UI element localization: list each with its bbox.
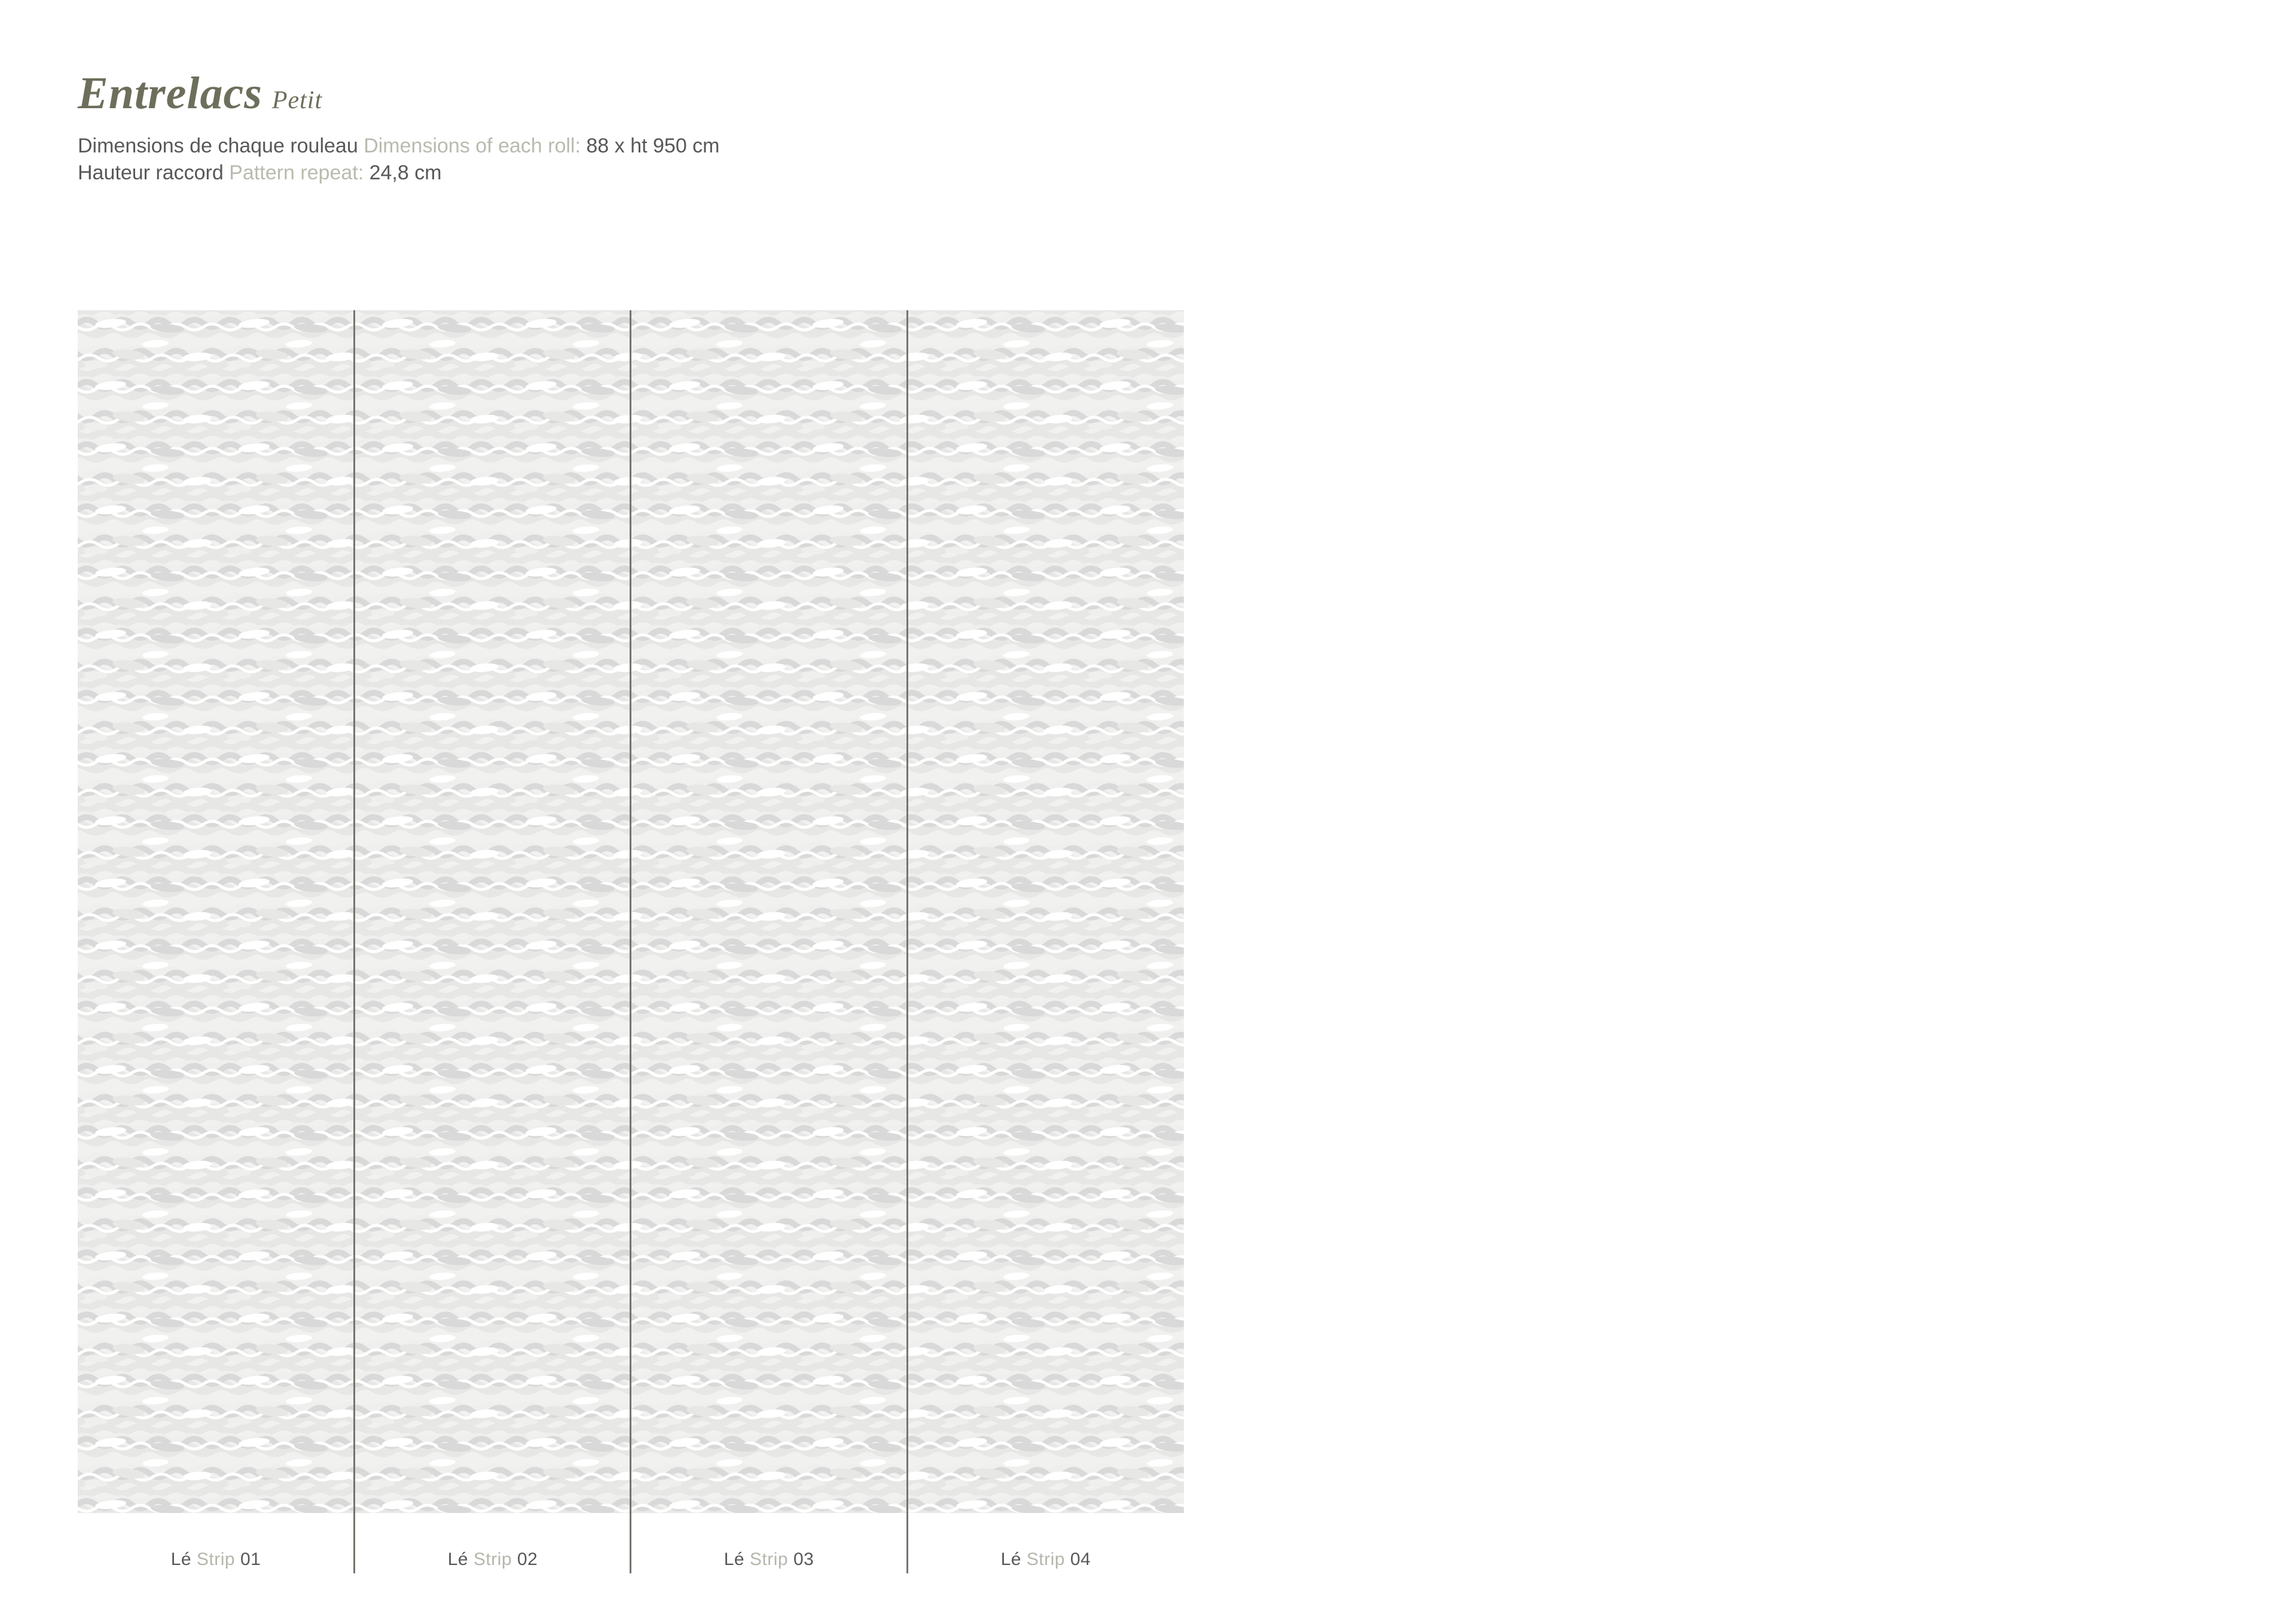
strip-label-en: Strip (1026, 1549, 1065, 1569)
strip-label-number: 03 (793, 1549, 814, 1569)
spec-label-en: Pattern repeat: (229, 161, 364, 184)
wallpaper-panel: Lé Strip 01 Lé Strip 02 Lé Strip 03 Lé S… (78, 310, 1184, 1573)
strip-label-number: 01 (240, 1549, 261, 1569)
strip-divider (630, 310, 631, 1573)
strip-label-number: 02 (517, 1549, 538, 1569)
strip-divider (906, 310, 908, 1573)
strip-divider (353, 310, 355, 1573)
spec-label-en: Dimensions of each roll: (364, 135, 581, 157)
spec-value: 88 x ht 950 cm (586, 135, 720, 157)
strip-label-03: Lé Strip 03 (673, 1549, 865, 1573)
spec-line-pattern-repeat: Hauteur raccord Pattern repeat: 24,8 cm (78, 160, 720, 187)
spec-label-fr: Dimensions de chaque rouleau (78, 135, 358, 157)
strip-label-fr: Lé (1000, 1549, 1022, 1569)
strip-label-number: 04 (1070, 1549, 1091, 1569)
spec-value: 24,8 cm (369, 161, 442, 184)
strip-label-fr: Lé (447, 1549, 469, 1569)
product-name: Entrelacs (78, 68, 262, 118)
strip-label-04: Lé Strip 04 (950, 1549, 1141, 1573)
spec-label-fr: Hauteur raccord (78, 161, 224, 184)
strip-label-fr: Lé (170, 1549, 192, 1569)
strip-label-02: Lé Strip 02 (397, 1549, 588, 1573)
strip-label-en: Strip (473, 1549, 512, 1569)
strip-label-fr: Lé (723, 1549, 745, 1569)
spec-block: Dimensions de chaque rouleau Dimensions … (78, 133, 720, 187)
strip-label-en: Strip (196, 1549, 236, 1569)
strip-label-01: Lé Strip 01 (120, 1549, 312, 1573)
product-variant: Petit (271, 87, 323, 114)
strip-label-en: Strip (749, 1549, 789, 1569)
page-title: Entrelacs Petit (78, 71, 322, 116)
spec-line-roll-dimensions: Dimensions de chaque rouleau Dimensions … (78, 133, 720, 160)
